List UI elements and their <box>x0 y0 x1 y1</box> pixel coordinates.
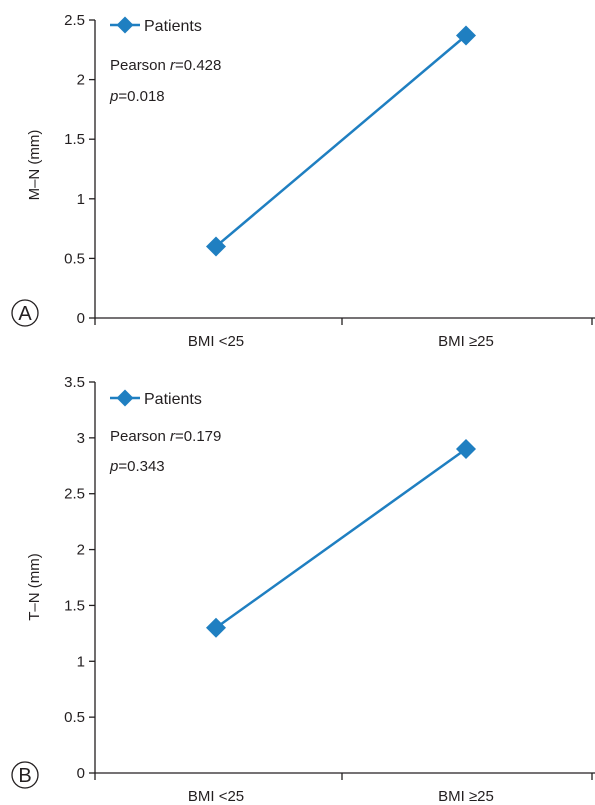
stat-r-value: =0.428 <box>175 57 221 74</box>
x-tick-label: BMI ≥25 <box>438 333 494 350</box>
legend-label: Patients <box>144 391 202 408</box>
chart-panel-b: 0 0.5 1 1.5 2 2.5 3 3.5 BMI <25 BMI ≥25 T–N (mm)… <box>11 374 595 805</box>
y-tick-label: 0.5 <box>64 709 85 726</box>
series-line <box>215 34 467 248</box>
y-ticks: 0 0.5 1 1.5 2 2.5 <box>64 12 95 327</box>
y-tick-label: 2.5 <box>64 486 85 503</box>
stat-r-prefix: Pearson <box>110 57 170 74</box>
panel-label-circle <box>11 761 39 789</box>
legend-label: Patients <box>144 18 202 35</box>
series-patients <box>206 439 476 638</box>
data-point <box>456 439 476 460</box>
y-tick-label: 1 <box>77 653 85 670</box>
stat-p-symbol: p <box>109 458 118 475</box>
y-axis-title: T–N (mm) <box>26 553 43 621</box>
x-tick-label: BMI ≥25 <box>438 788 494 805</box>
y-tick-label: 0 <box>77 765 85 782</box>
data-point <box>206 617 226 638</box>
stat-p-value: =0.343 <box>118 458 164 475</box>
stat-p: p=0.018 <box>109 88 165 105</box>
data-point <box>456 25 476 46</box>
stat-r: Pearson r=0.428 <box>110 57 221 74</box>
series-patients <box>206 25 476 257</box>
panel-b-x-axis: BMI <25 BMI ≥25 <box>94 772 595 805</box>
stat-p-symbol: p <box>109 88 118 105</box>
x-ticks: BMI <25 BMI ≥25 <box>94 318 593 350</box>
stat-r: Pearson r=0.179 <box>110 428 221 445</box>
x-tick-label: BMI <25 <box>188 788 244 805</box>
panel-a-x-axis: BMI <25 BMI ≥25 <box>94 317 595 350</box>
y-tick-label: 1.5 <box>64 597 85 614</box>
y-tick-label: 0.5 <box>64 250 85 267</box>
panel-label-text: A <box>18 303 32 325</box>
y-tick-label: 2.5 <box>64 12 85 29</box>
data-point <box>206 236 226 257</box>
y-tick-label: 3.5 <box>64 374 85 391</box>
y-tick-label: 0 <box>77 310 85 327</box>
stat-r-value: =0.179 <box>175 428 221 445</box>
y-tick-label: 2 <box>77 72 85 89</box>
chart-panel-a: 0 0.5 1 1.5 2 2.5 BMI <25 BMI ≥25 M–N (mm) Pat… <box>11 12 595 350</box>
panel-label-a: A <box>11 299 39 327</box>
panel-label-circle <box>11 299 39 327</box>
series-line <box>215 448 467 629</box>
legend: Patients <box>110 389 202 408</box>
panel-label-text: B <box>18 765 31 787</box>
stat-r-prefix: Pearson <box>110 428 170 445</box>
legend: Patients <box>110 16 202 35</box>
y-axis-title: M–N (mm) <box>26 130 43 201</box>
stat-r-symbol: r <box>170 57 176 74</box>
stat-p-value: =0.018 <box>118 88 164 105</box>
x-ticks: BMI <25 BMI ≥25 <box>94 773 593 805</box>
y-ticks: 0 0.5 1 1.5 2 2.5 3 3.5 <box>64 374 95 782</box>
stat-r-symbol: r <box>170 428 176 445</box>
y-tick-label: 2 <box>77 542 85 559</box>
panel-b-y-axis: 0 0.5 1 1.5 2 2.5 3 3.5 <box>64 374 96 782</box>
stat-p: p=0.343 <box>109 458 165 475</box>
y-tick-label: 3 <box>77 430 85 447</box>
legend-marker <box>116 389 134 407</box>
y-tick-label: 1.5 <box>64 131 85 148</box>
legend-marker <box>116 16 134 34</box>
x-tick-label: BMI <25 <box>188 333 244 350</box>
panel-label-b: B <box>11 761 39 789</box>
panel-a-y-axis: 0 0.5 1 1.5 2 2.5 <box>64 12 96 327</box>
y-tick-label: 1 <box>77 191 85 208</box>
